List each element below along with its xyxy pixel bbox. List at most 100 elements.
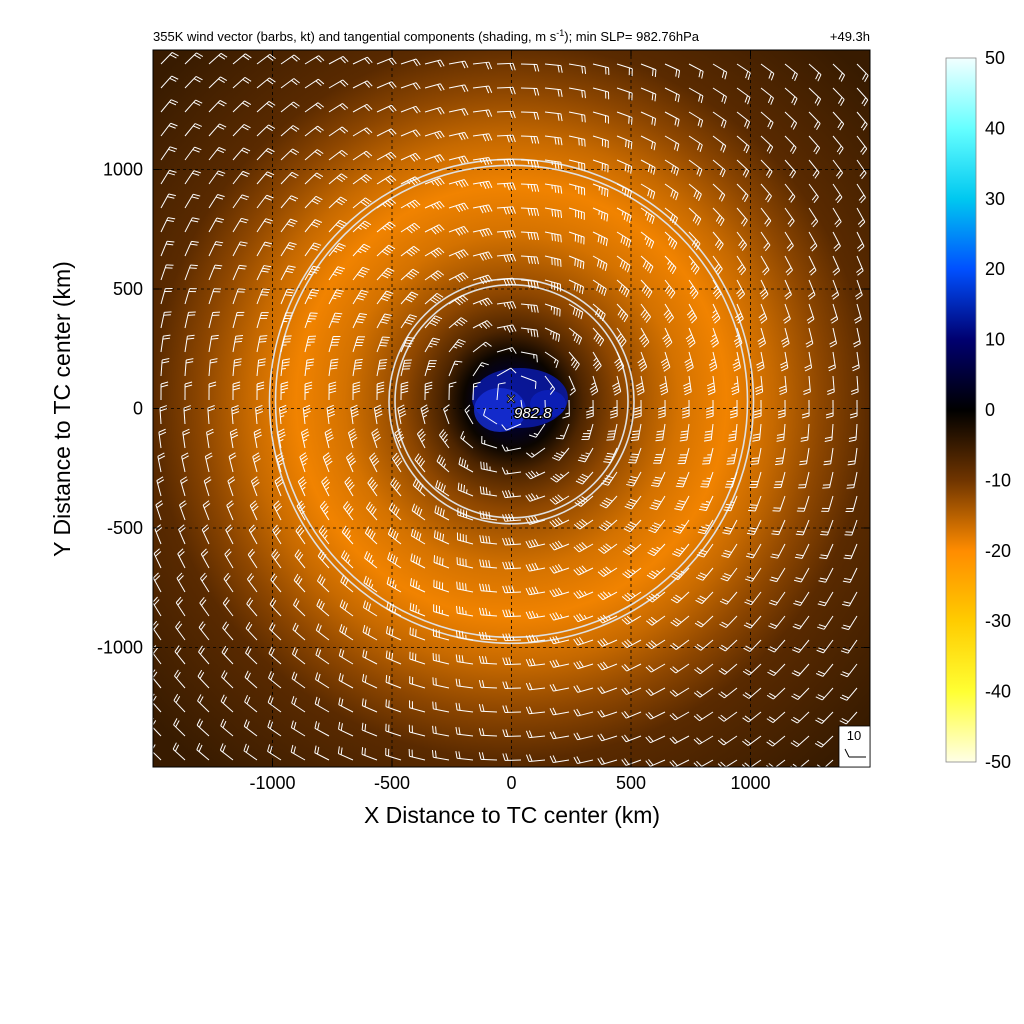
wind-barb <box>296 500 306 521</box>
wind-barb <box>271 549 282 569</box>
wind-barb <box>520 231 540 241</box>
wind-barb <box>603 447 618 464</box>
wind-barb <box>549 540 570 551</box>
wind-barb <box>432 653 450 665</box>
wind-barb <box>304 125 324 137</box>
wind-barb <box>649 495 666 511</box>
wind-barb <box>520 183 540 192</box>
wind-barb <box>550 471 570 483</box>
wind-barb <box>525 706 546 715</box>
wind-barb <box>424 106 445 115</box>
wind-barb <box>711 303 721 324</box>
wind-barb <box>316 598 330 617</box>
wind-barb <box>792 639 810 653</box>
wind-barb <box>592 231 608 247</box>
wind-barb <box>525 610 546 619</box>
wind-barb <box>794 543 810 559</box>
wind-barb <box>448 155 469 165</box>
wind-barb <box>267 744 282 761</box>
colorbar: 50 40 30 20 10 0 -10 -20 -30 -40 -50 <box>945 48 1011 772</box>
wind-barb <box>432 701 450 713</box>
wind-barb <box>352 56 373 65</box>
reference-barb-label: 10 <box>847 728 861 743</box>
wind-barb <box>304 335 317 353</box>
x-axis: -1000 -500 0 500 1000 <box>249 50 771 793</box>
x-tick-label: -500 <box>374 773 410 793</box>
wind-barb <box>328 79 349 89</box>
wind-barb <box>645 663 666 673</box>
wind-barb <box>243 719 258 737</box>
wind-barb <box>694 615 714 628</box>
wind-barb <box>816 639 834 654</box>
wind-barb <box>319 500 330 521</box>
wind-barb <box>721 543 738 559</box>
wind-barb <box>479 510 498 521</box>
wind-barb <box>443 404 450 425</box>
wind-barb <box>304 172 324 185</box>
wind-barb <box>712 279 722 300</box>
wind-barb <box>784 231 794 252</box>
wind-barb <box>544 63 563 73</box>
wind-barb <box>400 381 409 401</box>
wind-barb <box>160 264 174 281</box>
wind-barb <box>369 452 380 473</box>
wind-barb <box>158 428 167 449</box>
wind-barb <box>373 404 383 425</box>
wind-barb <box>784 63 798 81</box>
wind-barb <box>815 711 834 724</box>
wind-barb <box>291 647 306 665</box>
colorbar-tick-label: 10 <box>985 330 1005 350</box>
wind-barb <box>660 351 671 372</box>
wind-barb <box>424 247 445 258</box>
wind-barb <box>376 244 396 257</box>
wind-barb <box>832 159 844 179</box>
wind-barb <box>397 404 407 425</box>
wind-barb <box>719 591 738 605</box>
wind-barb <box>688 279 699 300</box>
wind-barb <box>322 452 333 473</box>
wind-barb <box>280 171 299 185</box>
wind-barb <box>770 543 786 559</box>
wind-barb <box>597 638 618 647</box>
wind-barb <box>299 452 309 473</box>
wind-barb <box>304 219 323 233</box>
wind-barb <box>662 327 673 348</box>
wind-barb <box>220 718 234 737</box>
wind-barb <box>328 173 348 185</box>
wind-barb <box>781 327 790 348</box>
wind-barb <box>712 63 728 80</box>
wind-barb <box>805 327 814 348</box>
wind-barb <box>502 561 522 570</box>
wind-barb <box>220 694 234 713</box>
wind-barb <box>496 382 506 401</box>
wind-barb <box>544 111 563 122</box>
wind-barb <box>304 78 325 89</box>
wind-barb <box>597 661 618 671</box>
wind-barb <box>478 679 498 689</box>
wind-barb <box>496 347 517 354</box>
wind-barb <box>376 381 385 401</box>
wind-barb <box>720 567 738 582</box>
wind-barb <box>712 183 726 202</box>
wind-barb <box>544 375 556 395</box>
wind-barb <box>472 320 493 329</box>
wind-barb <box>424 59 445 68</box>
wind-barb <box>674 495 690 511</box>
wind-barb <box>640 255 654 274</box>
wind-barb <box>252 452 261 473</box>
wind-barb <box>759 279 769 300</box>
wind-barb <box>424 360 437 377</box>
wind-barb <box>502 585 522 594</box>
wind-barb <box>328 266 345 281</box>
wind-barb <box>718 639 738 652</box>
wind-barb <box>280 54 301 65</box>
wind-barb <box>160 193 176 209</box>
wind-barb <box>280 241 297 257</box>
wind-barb <box>414 453 426 473</box>
wind-barb <box>160 146 178 161</box>
wind-barb <box>823 447 834 466</box>
wind-barb <box>653 447 666 464</box>
wind-barb <box>800 423 810 442</box>
wind-barb <box>362 673 378 689</box>
wind-barb <box>433 555 450 569</box>
